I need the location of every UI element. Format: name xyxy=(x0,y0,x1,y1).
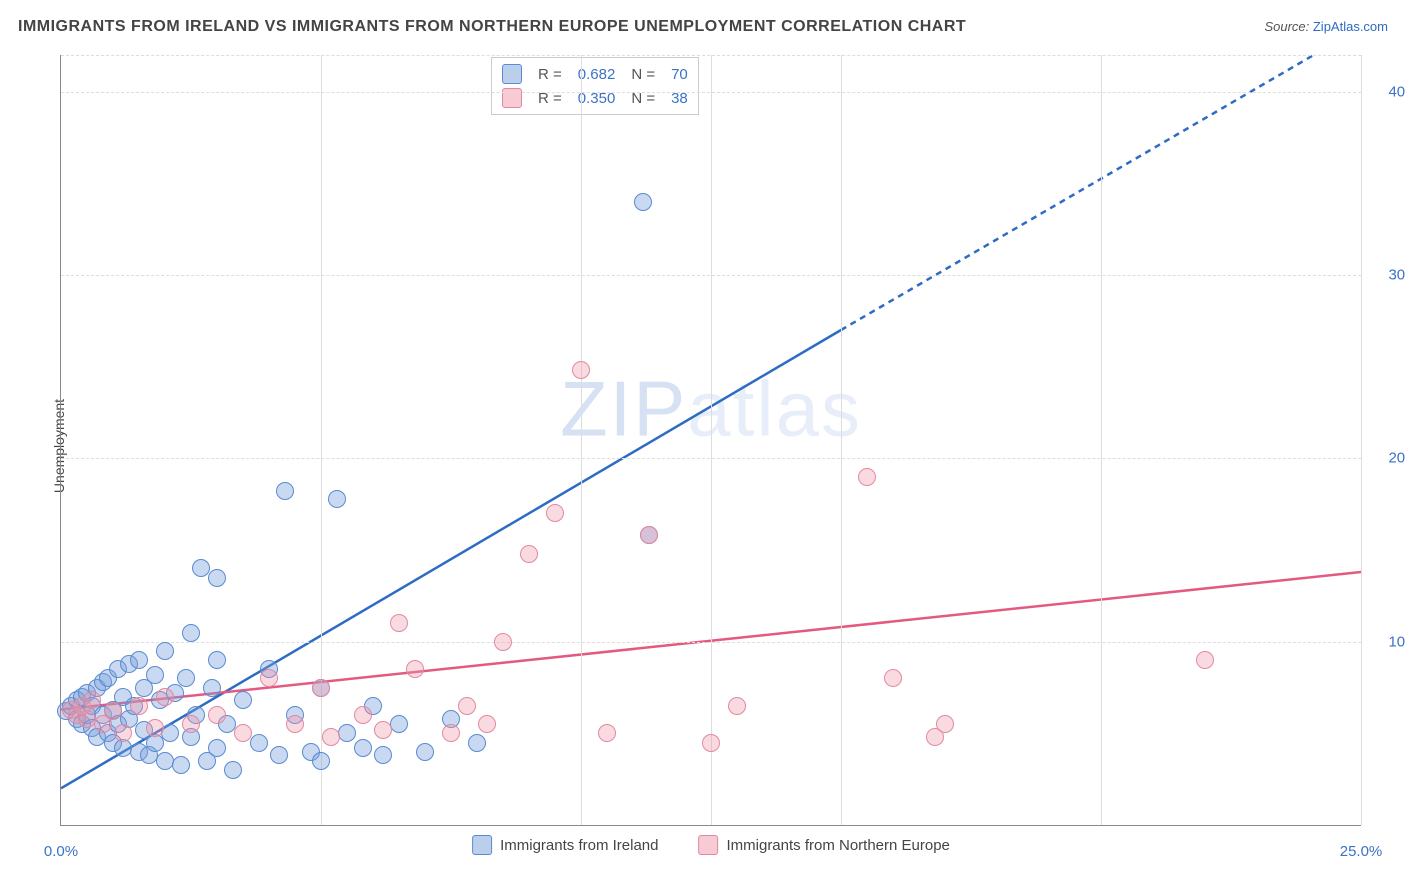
data-point xyxy=(286,715,304,733)
gridline-v xyxy=(711,55,712,825)
data-point xyxy=(182,715,200,733)
data-point xyxy=(354,706,372,724)
data-point xyxy=(234,724,252,742)
data-point xyxy=(702,734,720,752)
data-point xyxy=(328,490,346,508)
gridline-v xyxy=(1361,55,1362,825)
data-point xyxy=(442,724,460,742)
source-link[interactable]: ZipAtlas.com xyxy=(1313,19,1388,34)
data-point xyxy=(858,468,876,486)
data-point xyxy=(458,697,476,715)
data-point xyxy=(104,702,122,720)
data-point xyxy=(1196,651,1214,669)
data-point xyxy=(161,724,179,742)
data-point xyxy=(270,746,288,764)
data-point xyxy=(598,724,616,742)
data-point xyxy=(572,361,590,379)
data-point xyxy=(208,739,226,757)
data-point xyxy=(156,642,174,660)
data-point xyxy=(260,669,278,687)
data-point xyxy=(390,715,408,733)
legend-row: R =0.350N =38 xyxy=(502,86,688,110)
legend-swatch xyxy=(698,835,718,855)
data-point xyxy=(374,721,392,739)
data-point xyxy=(276,482,294,500)
data-point xyxy=(478,715,496,733)
data-point xyxy=(208,569,226,587)
data-point xyxy=(884,669,902,687)
gridline-v xyxy=(581,55,582,825)
data-point xyxy=(172,756,190,774)
data-point xyxy=(338,724,356,742)
x-tick-label: 0.0% xyxy=(44,843,78,860)
data-point xyxy=(83,691,101,709)
legend-item: Immigrants from Ireland xyxy=(472,835,658,855)
data-point xyxy=(177,669,195,687)
data-point xyxy=(354,739,372,757)
data-point xyxy=(390,614,408,632)
data-point xyxy=(208,651,226,669)
y-tick-label: 10.0% xyxy=(1371,633,1406,650)
series-legend: Immigrants from Ireland Immigrants from N… xyxy=(472,835,950,855)
chart-source: Source: ZipAtlas.com xyxy=(1264,19,1388,34)
gridline-v xyxy=(1101,55,1102,825)
data-point xyxy=(130,697,148,715)
data-point xyxy=(520,545,538,563)
scatter-chart: ZIPatlas R =0.682N =70R =0.350N =38 Immi… xyxy=(60,55,1361,826)
legend-swatch xyxy=(502,64,522,84)
data-point xyxy=(114,724,132,742)
chart-header: IMMIGRANTS FROM IRELAND VS IMMIGRANTS FR… xyxy=(18,18,1388,36)
data-point xyxy=(203,679,221,697)
y-tick-label: 30.0% xyxy=(1371,267,1406,284)
data-point xyxy=(208,706,226,724)
y-tick-label: 20.0% xyxy=(1371,450,1406,467)
data-point xyxy=(312,752,330,770)
data-point xyxy=(250,734,268,752)
data-point xyxy=(728,697,746,715)
data-point xyxy=(374,746,392,764)
x-tick-label: 25.0% xyxy=(1340,843,1383,860)
legend-swatch xyxy=(472,835,492,855)
data-point xyxy=(182,624,200,642)
data-point xyxy=(406,660,424,678)
gridline-v xyxy=(321,55,322,825)
data-point xyxy=(312,679,330,697)
legend-row: R =0.682N =70 xyxy=(502,62,688,86)
data-point xyxy=(224,761,242,779)
data-point xyxy=(640,526,658,544)
y-tick-label: 40.0% xyxy=(1371,83,1406,100)
data-point xyxy=(130,651,148,669)
data-point xyxy=(494,633,512,651)
data-point xyxy=(634,193,652,211)
gridline-v xyxy=(841,55,842,825)
chart-title: IMMIGRANTS FROM IRELAND VS IMMIGRANTS FR… xyxy=(18,18,966,36)
data-point xyxy=(468,734,486,752)
data-point xyxy=(146,666,164,684)
data-point xyxy=(546,504,564,522)
data-point xyxy=(234,691,252,709)
data-point xyxy=(322,728,340,746)
data-point xyxy=(156,688,174,706)
data-point xyxy=(146,719,164,737)
data-point xyxy=(416,743,434,761)
data-point xyxy=(926,728,944,746)
legend-item: Immigrants from Northern Europe xyxy=(698,835,949,855)
correlation-legend: R =0.682N =70R =0.350N =38 xyxy=(491,57,699,115)
